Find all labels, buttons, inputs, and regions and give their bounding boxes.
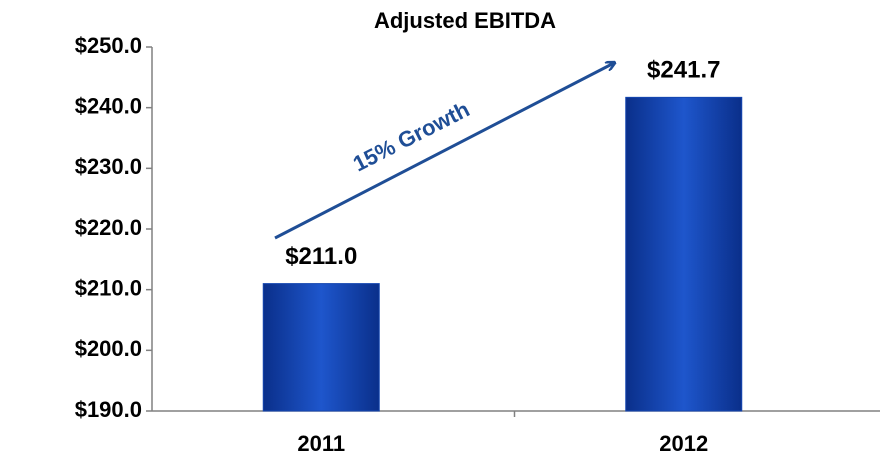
annotation: 15% Growth	[349, 96, 474, 176]
value-label: $211.0	[285, 243, 357, 270]
bar	[625, 96, 743, 412]
y-tick-label: $230.0	[75, 154, 142, 179]
y-tick-label: $210.0	[75, 275, 142, 300]
bar	[262, 283, 380, 412]
chart-title: Adjusted EBITDA	[374, 8, 556, 33]
y-tick-label: $190.0	[75, 397, 142, 422]
y-tick-label: $220.0	[75, 215, 142, 240]
y-tick-label: $240.0	[75, 93, 142, 118]
value-label: $241.7	[647, 57, 720, 84]
x-tick-label: 2011	[297, 431, 345, 456]
y-tick-label: $250.0	[75, 33, 142, 58]
x-tick-label: 2012	[659, 431, 708, 456]
growth-arrow	[274, 63, 614, 240]
y-tick-label: $200.0	[75, 336, 142, 361]
